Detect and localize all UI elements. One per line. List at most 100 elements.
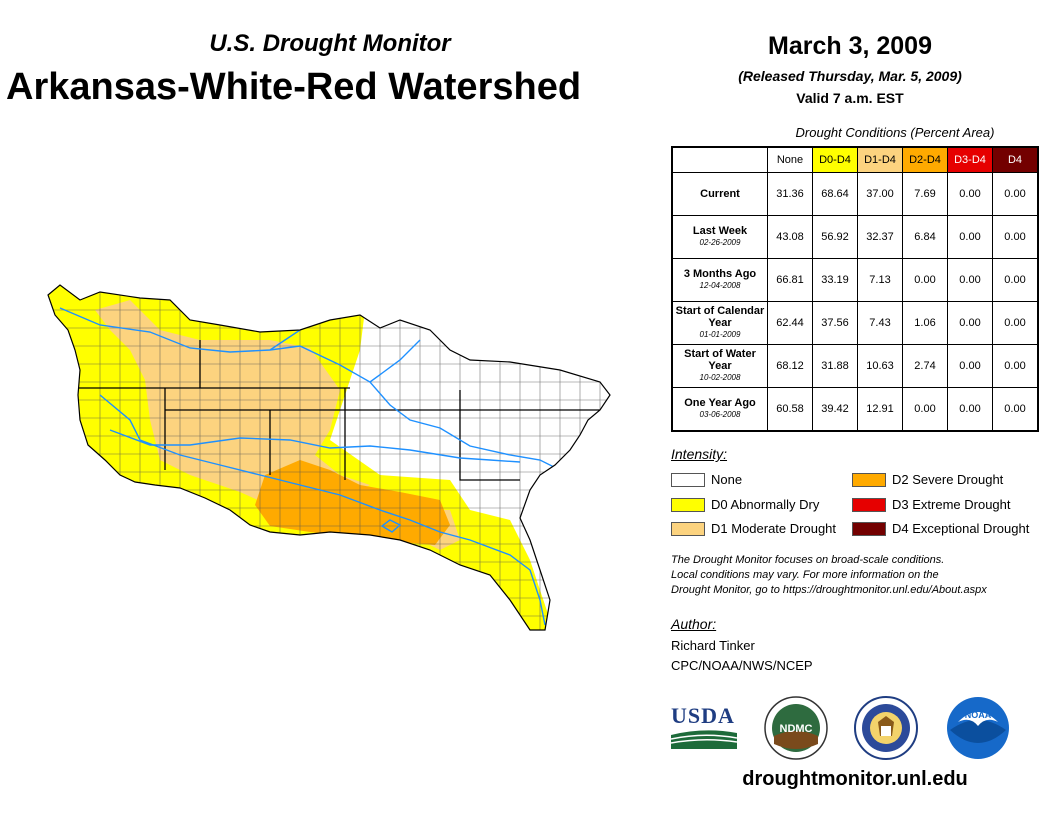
rivers — [59, 307, 571, 626]
note-line: Local conditions may vary. For more info… — [671, 569, 939, 581]
note-line[interactable]: Drought Monitor, go to https://droughtmo… — [671, 584, 987, 596]
table-cell: 66.81 — [767, 258, 813, 302]
legend-label: D2 Severe Drought — [892, 472, 1004, 487]
table-cell: 56.92 — [812, 215, 858, 259]
table-cell: 0.00 — [992, 172, 1039, 216]
table-cell: 62.44 — [767, 301, 813, 345]
table-cell: 0.00 — [947, 387, 993, 432]
legend-label: None — [711, 472, 743, 487]
table-row: Start of Calendar Year 01-01-2009 62.44 3… — [671, 301, 1039, 345]
table-cell: 37.56 — [812, 301, 858, 345]
d2-area — [255, 460, 450, 545]
table-cell: 6.84 — [902, 215, 948, 259]
table-cell: 0.00 — [947, 258, 993, 302]
legend-item: D4 Exceptional Drought — [852, 521, 1029, 536]
table-cell: 2.74 — [902, 344, 948, 388]
legend-label: D1 Moderate Drought — [711, 521, 837, 536]
watershed-map — [47, 284, 611, 631]
col-header: D1-D4 — [857, 146, 903, 173]
table-cell: 33.19 — [812, 258, 858, 302]
state-lines — [48, 340, 600, 481]
col-header: D2-D4 — [902, 146, 948, 173]
row-label: Last Week 02-26-2009 — [671, 215, 768, 259]
table-cell: 31.36 — [767, 172, 813, 216]
footer-website-link[interactable]: droughtmonitor.unl.edu — [742, 768, 968, 790]
legend-swatch — [671, 497, 705, 512]
row-label: 3 Months Ago 12-04-2008 — [671, 258, 768, 302]
legend-item: D1 Moderate Drought — [671, 521, 836, 536]
table-cell: 7.13 — [857, 258, 903, 302]
table-cell: 68.12 — [767, 344, 813, 388]
table-cell: 43.08 — [767, 215, 813, 259]
table-cell: 0.00 — [992, 387, 1039, 432]
valid-time: Valid 7 a.m. EST — [796, 90, 904, 106]
table-cell: 0.00 — [947, 215, 993, 259]
table-cell: 0.00 — [992, 258, 1039, 302]
table-cell: 0.00 — [992, 301, 1039, 345]
table-row: Start of Water Year 10-02-2008 68.12 31.8… — [671, 344, 1039, 388]
table-row: 3 Months Ago 12-04-2008 66.81 33.19 7.13 … — [671, 258, 1039, 302]
table-cell: 68.64 — [812, 172, 858, 216]
legend-item: D0 Abnormally Dry — [671, 497, 819, 512]
author-org: CPC/NOAA/NWS/NCEP — [671, 658, 813, 673]
author-title: Author: — [671, 616, 717, 632]
legend-label: D0 Abnormally Dry — [711, 497, 820, 512]
ndmc-text: NDMC — [780, 723, 813, 735]
col-header: None — [767, 146, 813, 173]
usda-text: USDA — [671, 703, 735, 728]
table-row: Current 31.36 68.64 37.00 7.69 0.00 0.00 — [671, 172, 1039, 216]
table-cell: 0.00 — [992, 215, 1039, 259]
table-cell: 7.69 — [902, 172, 948, 216]
usda-logo[interactable]: USDA — [670, 703, 738, 749]
col-header: D4 — [992, 146, 1039, 173]
legend-swatch — [852, 472, 886, 487]
col-header: D0-D4 — [812, 146, 858, 173]
col-header: D3-D4 — [947, 146, 993, 173]
legend-swatch — [671, 472, 705, 487]
legend-item: D3 Extreme Drought — [852, 497, 1011, 512]
table-row: One Year Ago 03-06-2008 60.58 39.42 12.91… — [671, 387, 1039, 432]
noaa-text: NOAA — [965, 710, 992, 720]
legend-swatch — [671, 521, 705, 536]
note-line: The Drought Monitor focuses on broad-sca… — [671, 554, 945, 566]
table-cell: 60.58 — [767, 387, 813, 432]
table-cell: 12.91 — [857, 387, 903, 432]
table-cell: 37.00 — [857, 172, 903, 216]
table-cell: 7.43 — [857, 301, 903, 345]
legend-label: D4 Exceptional Drought — [892, 521, 1030, 536]
author-name: Richard Tinker — [671, 638, 755, 653]
map-date: March 3, 2009 — [768, 32, 932, 60]
drought-conditions-table: None D0-D4 D1-D4 D2-D4 D3-D4 D4 Current … — [671, 146, 1039, 432]
table-cell: 32.37 — [857, 215, 903, 259]
watershed-outline — [47, 284, 611, 631]
legend-title: Intensity: — [671, 446, 728, 462]
table-cell: 0.00 — [947, 301, 993, 345]
commerce-seal-logo[interactable] — [854, 696, 918, 760]
table-cell: 1.06 — [902, 301, 948, 345]
table-cell: 31.88 — [812, 344, 858, 388]
legend-swatch — [852, 497, 886, 512]
noaa-logo[interactable]: NOAA — [946, 696, 1010, 760]
row-label: Start of Water Year 10-02-2008 — [671, 344, 768, 388]
table-corner — [672, 147, 768, 173]
table-cell: 0.00 — [902, 258, 948, 302]
disclaimer-note: The Drought Monitor focuses on broad-sca… — [671, 553, 1041, 598]
table-cell: 0.00 — [902, 387, 948, 432]
table-cell: 39.42 — [812, 387, 858, 432]
map-title: Arkansas-White-Red Watershed — [6, 66, 582, 108]
drought-areas — [48, 285, 610, 630]
table-cell: 10.63 — [857, 344, 903, 388]
row-label: Start of Calendar Year 01-01-2009 — [671, 301, 768, 345]
legend-swatch — [852, 521, 886, 536]
map-subtitle: U.S. Drought Monitor — [209, 30, 451, 57]
row-label: Current — [671, 172, 768, 216]
table-row: Last Week 02-26-2009 43.08 56.92 32.37 6.… — [671, 215, 1039, 259]
legend-label: D3 Extreme Drought — [892, 497, 1011, 512]
table-cell: 0.00 — [947, 344, 993, 388]
ndmc-logo[interactable]: NDMC — [764, 696, 828, 760]
release-date: (Released Thursday, Mar. 5, 2009) — [738, 68, 962, 84]
legend-item: D2 Severe Drought — [852, 472, 1003, 487]
legend-item: None — [671, 472, 742, 487]
table-caption: Drought Conditions (Percent Area) — [795, 125, 995, 140]
d1-area-west — [95, 300, 370, 510]
